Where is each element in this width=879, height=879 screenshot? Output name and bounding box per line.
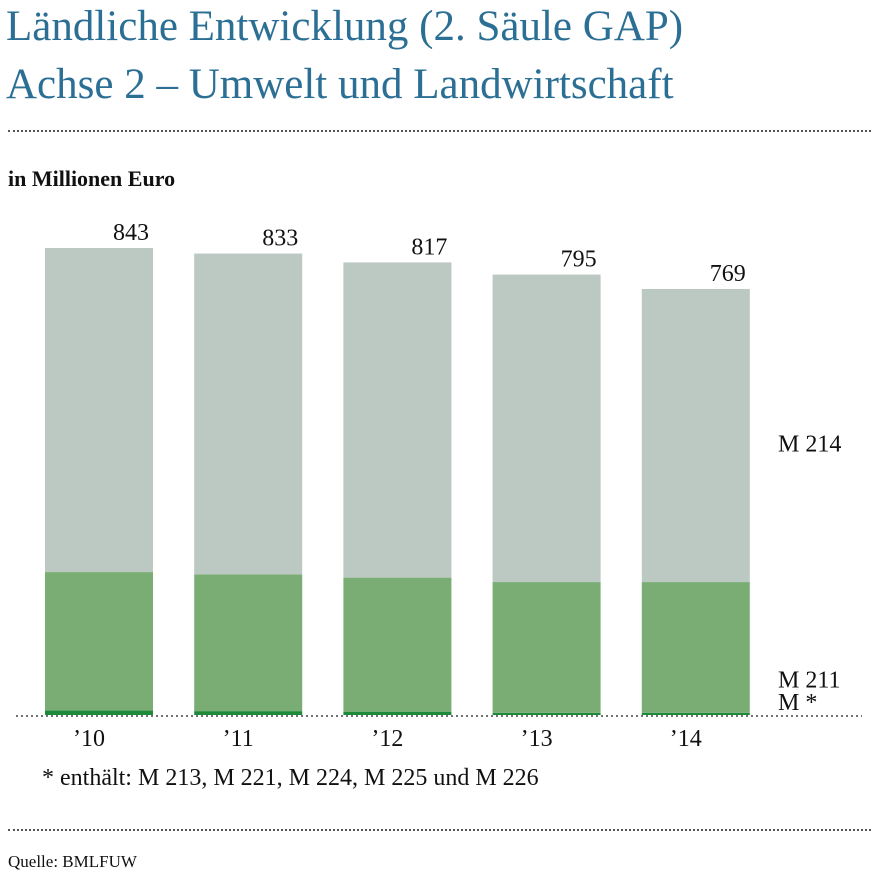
bar-segment-m-1 xyxy=(194,711,303,715)
bar-segment-m211-2 xyxy=(343,577,452,712)
bar-segment-m211-3 xyxy=(492,582,601,713)
x-tick-label-3: ’13 xyxy=(521,726,553,752)
bar-segment-m214-1 xyxy=(194,253,303,575)
series-label-m214: M 214 xyxy=(778,432,841,458)
bar-segment-m211-1 xyxy=(194,574,303,712)
bar-segment-m-4 xyxy=(641,712,750,715)
bar-segment-m-2 xyxy=(343,711,452,715)
x-tick-label-2: ’12 xyxy=(371,726,403,752)
footnote: * enthält: M 213, M 221, M 224, M 225 un… xyxy=(42,765,539,791)
bar-segment-m214-3 xyxy=(492,274,601,583)
total-label-0: 843 xyxy=(113,220,149,246)
x-tick-label-4: ’14 xyxy=(670,726,702,752)
bar-segment-m214-2 xyxy=(343,262,452,578)
bar-segment-m214-4 xyxy=(641,288,750,583)
bar-segment-m211-4 xyxy=(641,582,750,713)
total-label-3: 795 xyxy=(561,247,597,273)
bar-segment-m211-0 xyxy=(45,572,153,711)
top-divider xyxy=(8,130,871,132)
total-label-2: 817 xyxy=(411,234,447,260)
total-label-4: 769 xyxy=(710,261,746,287)
series-label-m: M * xyxy=(778,690,817,716)
bar-segment-m-0 xyxy=(45,710,153,715)
source-label: Quelle: BMLFUW xyxy=(8,852,137,871)
unit-label: in Millionen Euro xyxy=(8,166,176,191)
x-tick-label-0: ’10 xyxy=(73,726,105,752)
chart-title-line-2: Achse 2 – Umwelt und Landwirtschaft xyxy=(6,61,674,108)
chart-title-line-1: Ländliche Entwicklung (2. Säule GAP) xyxy=(6,3,684,50)
bar-segment-m-3 xyxy=(492,712,601,715)
total-label-1: 833 xyxy=(262,226,298,252)
x-tick-label-1: ’11 xyxy=(223,726,254,752)
bottom-divider xyxy=(8,829,871,831)
series-label-m211: M 211 xyxy=(778,667,840,693)
bar-segment-m214-0 xyxy=(45,248,153,573)
